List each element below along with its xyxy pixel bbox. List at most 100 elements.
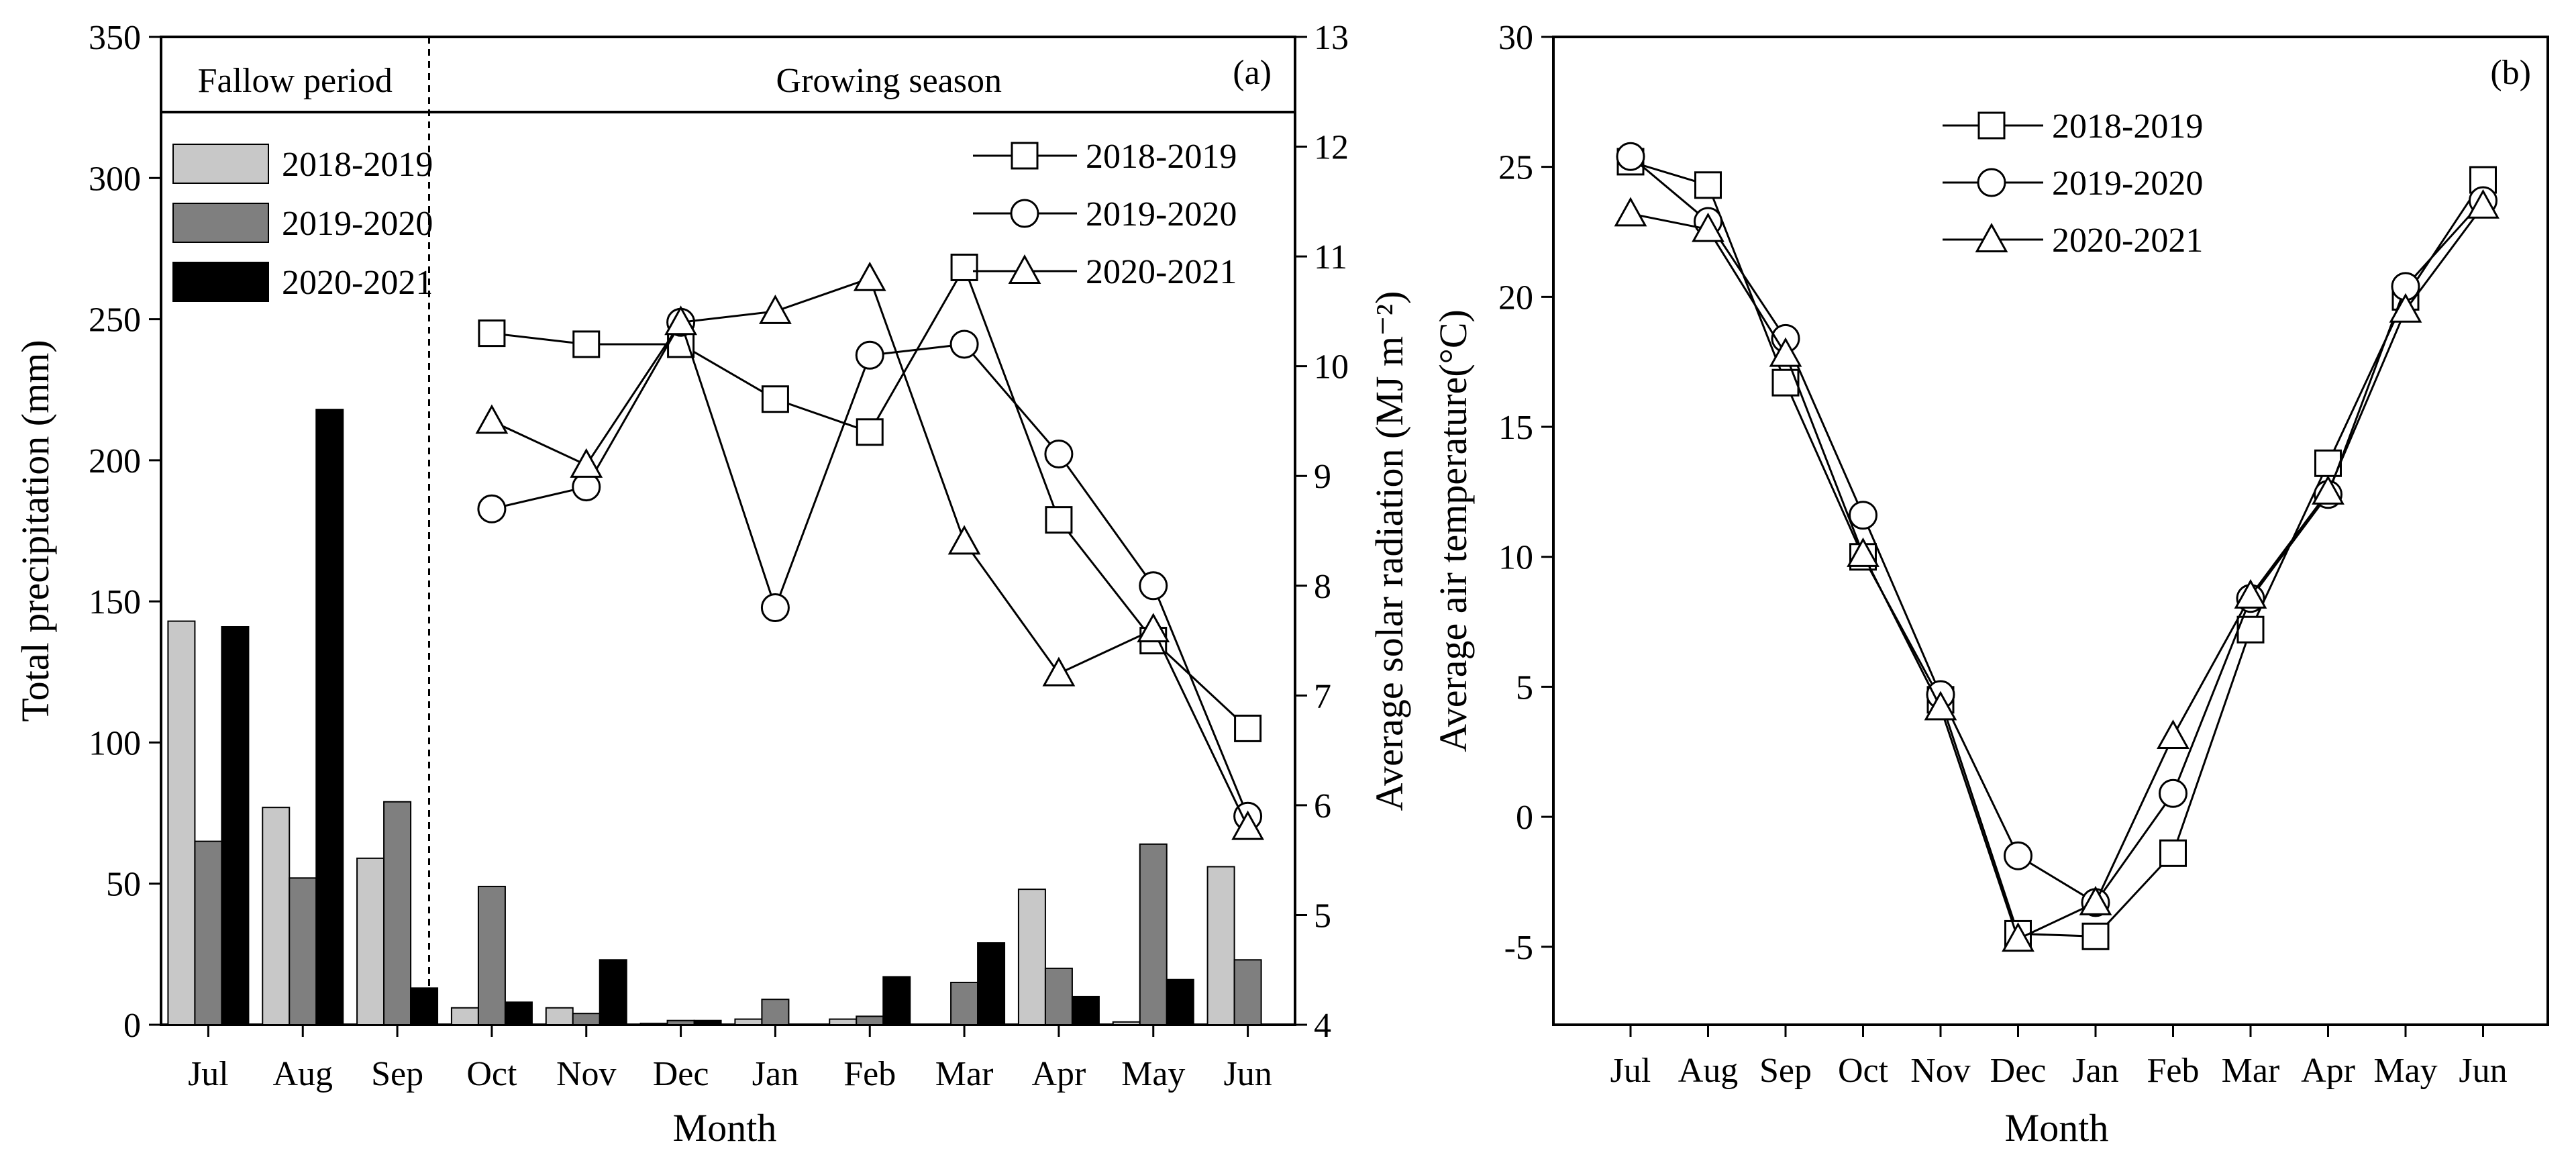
point-2020-2021-Jan [2079,885,2112,915]
x-tick-label: May [1121,1055,1185,1093]
legend-label-2020-2021: 2020-2021 [282,264,433,302]
legend-label-2018-2019: 2018-2019 [1086,138,1237,176]
bar-2018-2019-Jul [167,620,196,1025]
bar-2019-2020-May [1139,843,1168,1025]
point-2018-2019-Aug [1694,171,1722,199]
x-tick-label: Jul [188,1055,229,1093]
point-2018-2019-Jan [2081,922,2110,950]
bar-2019-2020-Jun [1233,959,1262,1025]
x-axis-title: Month [2005,1106,2109,1150]
point-2020-2021-Sep [1769,337,1802,367]
bar-2018-2019-Jan [734,1018,763,1026]
point-2020-2021-Jun [2467,189,2500,219]
point-2019-2020-Jul [1616,142,1645,171]
y-tick-label: 0 [123,1007,141,1045]
y-tick-label: 15 [1498,409,1533,447]
y-tick-label: 300 [89,160,141,198]
panel-b-tag: (b) [2490,54,2531,92]
y2-tick-label: 8 [1314,568,1331,606]
bar-2020-2021-Jul [221,625,250,1025]
x-tick-label: Jun [2459,1052,2507,1090]
legend-marker-2018-2019 [1977,111,2006,140]
panel-a-precipitation-radiation: Fallow period Growing season (a) 0 50 100 150 2… [13,19,1411,1150]
x-tick-label: Feb [2147,1052,2200,1090]
legend-label-2018-2019: 2018-2019 [2052,107,2203,146]
x-tick-label: Apr [1031,1055,1086,1093]
line-2019-2020 [1630,156,2484,904]
point-2018-2019-Oct [478,319,506,348]
section-label-growing: Growing season [776,62,1002,100]
bar-2020-2021-Oct [504,1001,533,1025]
legend-label-2018-2019: 2018-2019 [282,146,433,184]
x-axis-title: Month [673,1106,777,1150]
y-tick-label: 0 [1516,799,1533,837]
bar-2018-2019-Jun [1206,866,1235,1025]
point-2020-2021-Mar [2234,578,2267,609]
y-tick-label: 150 [89,583,141,621]
x-tick-label: Oct [466,1055,517,1093]
point-2018-2019-Mar [950,253,978,281]
point-2020-2021-Feb [2157,719,2189,750]
point-2020-2021-Feb [853,261,886,291]
point-2020-2021-Nov [1924,691,1957,721]
x-tick-label: Dec [653,1055,709,1093]
x-tick-label: Feb [843,1055,896,1093]
point-2020-2021-Mar [947,525,981,555]
x-tick-label: Aug [1678,1052,1739,1090]
legend-swatch-2020-2021 [172,262,269,302]
x-tick-label: Sep [1759,1052,1812,1090]
x-tick-label: Jun [1223,1055,1272,1093]
bar-2018-2019-Apr [1017,889,1046,1026]
y2-tick-label: 12 [1314,129,1349,167]
y-tick-label: 10 [1498,539,1533,577]
point-2020-2021-Jun [1231,810,1264,840]
x-tick-label: Oct [1838,1052,1889,1090]
bar-2019-2020-Feb [856,1015,884,1025]
bar-2020-2021-May [1166,978,1194,1026]
point-2020-2021-May [1137,613,1170,643]
point-2018-2019-Sep [1771,368,1800,397]
point-2019-2020-Oct [477,494,507,523]
y2-tick-label: 10 [1314,348,1349,387]
bar-2019-2020-Mar [950,981,979,1026]
legend-label-2020-2021: 2020-2021 [1086,253,1237,291]
y2-tick-label: 4 [1314,1007,1331,1045]
point-2018-2019-Apr [1045,506,1073,534]
point-2018-2019-Nov [572,330,601,358]
bar-2018-2019-Dec [639,1022,668,1025]
line-2018-2019 [491,264,1249,729]
bar-2018-2019-Oct [450,1007,479,1026]
section-label-fallow: Fallow period [198,62,393,100]
legend-marker-2018-2019 [1011,142,1039,170]
bar-2020-2021-Apr [1071,995,1100,1026]
y-tick-label: 20 [1498,279,1533,317]
legend-label-2019-2020: 2019-2020 [282,205,433,243]
bar-2020-2021-Nov [599,959,627,1025]
y-axis-title: Total precipitation (mm) [13,340,57,721]
point-2020-2021-Oct [1847,537,1879,567]
bar-2020-2021-Sep [410,987,439,1025]
legend-label-2019-2020: 2019-2020 [1086,195,1237,234]
y-tick-label: 250 [89,301,141,340]
point-2020-2021-Aug [1692,212,1724,242]
y2-tick-label: 13 [1314,19,1349,57]
panel-b-frame [1552,36,2549,1026]
bar-2019-2020-Jul [194,840,223,1025]
bar-2018-2019-Nov [545,1007,574,1026]
point-2020-2021-Jan [759,294,792,324]
legend-swatch-2018-2019 [172,144,269,184]
point-2020-2021-May [2389,293,2422,323]
point-2019-2020-Oct [1849,501,1877,530]
legend-marker-2020-2021 [1008,254,1041,284]
bar-2020-2021-Mar [977,942,1006,1026]
point-2020-2021-Nov [570,448,603,478]
bar-2020-2021-Dec [693,1019,722,1025]
bar-2018-2019-Feb [829,1018,858,1026]
y-axis-title: Average air temperature(°C) [1431,309,1475,752]
x-tick-label: Apr [2301,1052,2355,1090]
point-2019-2020-Feb [855,340,884,370]
line-2019-2020 [491,319,1249,817]
point-2019-2020-Mar [949,330,979,359]
bar-2020-2021-Feb [882,976,911,1025]
point-2019-2020-Feb [2159,778,2187,808]
